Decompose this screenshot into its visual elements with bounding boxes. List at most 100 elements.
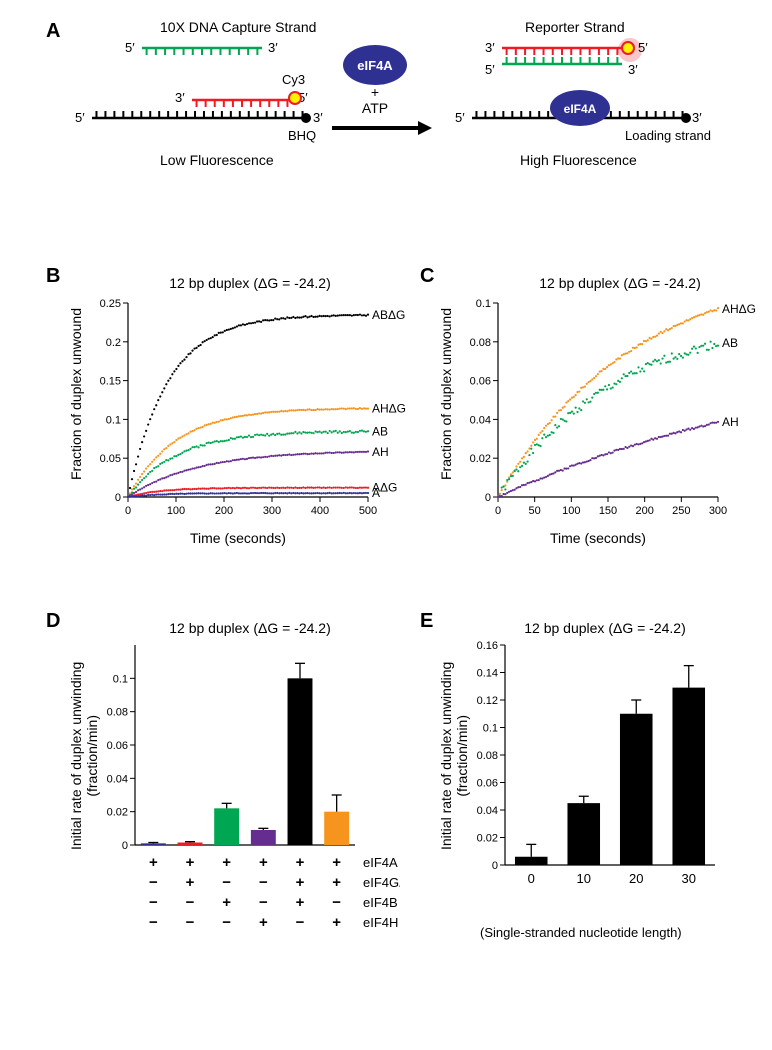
svg-text:5′: 5′ bbox=[638, 40, 648, 55]
svg-text:100: 100 bbox=[167, 505, 185, 517]
svg-text:+: + bbox=[259, 854, 268, 871]
svg-text:150: 150 bbox=[599, 505, 617, 517]
svg-text:30: 30 bbox=[682, 871, 696, 886]
svg-text:High Fluorescence: High Fluorescence bbox=[520, 152, 637, 168]
panel-c-xlabel: Time (seconds) bbox=[550, 530, 646, 546]
svg-text:+: + bbox=[149, 854, 158, 871]
svg-text:0.02: 0.02 bbox=[107, 807, 128, 819]
svg-text:0.08: 0.08 bbox=[477, 750, 498, 762]
svg-text:−: − bbox=[332, 894, 341, 911]
panel-c-chart: 00.020.040.060.080.1050100150200250300AH… bbox=[460, 295, 760, 525]
svg-text:+: + bbox=[332, 914, 341, 931]
panel-b-chart: 00.050.10.150.20.250100200300400500ABΔGA… bbox=[90, 295, 410, 525]
svg-text:3′: 3′ bbox=[268, 40, 278, 55]
svg-text:AHΔG: AHΔG bbox=[722, 302, 756, 316]
svg-text:0.04: 0.04 bbox=[470, 414, 491, 426]
svg-text:eIF4A: eIF4A bbox=[564, 102, 597, 116]
svg-text:+: + bbox=[186, 854, 195, 871]
svg-text:0.1: 0.1 bbox=[113, 673, 128, 685]
panel-d-label: D bbox=[46, 610, 60, 633]
svg-text:Low Fluorescence: Low Fluorescence bbox=[160, 152, 274, 168]
svg-text:0.25: 0.25 bbox=[100, 298, 121, 310]
svg-text:eIF4GΔ: eIF4GΔ bbox=[363, 875, 400, 890]
svg-text:0: 0 bbox=[528, 871, 535, 886]
svg-text:AH: AH bbox=[722, 415, 739, 429]
panel-c-title: 12 bp duplex (ΔG = -24.2) bbox=[480, 275, 760, 291]
svg-text:0.12: 0.12 bbox=[477, 695, 498, 707]
svg-text:+: + bbox=[296, 854, 305, 871]
svg-text:0.06: 0.06 bbox=[470, 376, 491, 388]
svg-text:−: − bbox=[296, 914, 305, 931]
svg-text:+: + bbox=[296, 894, 305, 911]
svg-text:500: 500 bbox=[359, 505, 377, 517]
svg-text:AH: AH bbox=[372, 445, 389, 459]
svg-text:eIF4B: eIF4B bbox=[363, 895, 398, 910]
svg-text:400: 400 bbox=[311, 505, 329, 517]
svg-text:3′: 3′ bbox=[175, 90, 185, 105]
svg-text:+: + bbox=[222, 854, 231, 871]
panel-e-xlabel: (Single-stranded nucleotide length) bbox=[480, 925, 682, 940]
svg-text:+: + bbox=[222, 894, 231, 911]
svg-text:0: 0 bbox=[495, 505, 501, 517]
svg-text:−: − bbox=[259, 894, 268, 911]
svg-text:5′: 5′ bbox=[455, 110, 465, 125]
svg-text:0.1: 0.1 bbox=[483, 723, 498, 735]
svg-text:250: 250 bbox=[672, 505, 690, 517]
svg-text:0: 0 bbox=[125, 505, 131, 517]
svg-text:−: − bbox=[186, 914, 195, 931]
panel-b-title: 12 bp duplex (ΔG = -24.2) bbox=[110, 275, 390, 291]
panel-e-title: 12 bp duplex (ΔG = -24.2) bbox=[465, 620, 745, 636]
svg-text:5′: 5′ bbox=[125, 40, 135, 55]
svg-text:−: − bbox=[149, 914, 158, 931]
panel-a-label: A bbox=[46, 20, 60, 43]
svg-text:−: − bbox=[222, 914, 231, 931]
svg-text:+: + bbox=[371, 84, 379, 100]
panel-e-label: E bbox=[420, 610, 433, 633]
svg-text:3′: 3′ bbox=[485, 40, 495, 55]
svg-text:0: 0 bbox=[485, 492, 491, 504]
svg-text:5′: 5′ bbox=[485, 62, 495, 77]
panel-c-label: C bbox=[420, 265, 434, 288]
panel-a-diagram: 10X DNA Capture Strand5′3′eIF4A+ATP3′5′C… bbox=[70, 20, 720, 220]
svg-text:0.15: 0.15 bbox=[100, 376, 121, 388]
svg-text:0: 0 bbox=[122, 840, 128, 852]
svg-text:300: 300 bbox=[709, 505, 727, 517]
svg-text:eIF4A: eIF4A bbox=[363, 855, 398, 870]
svg-text:AB: AB bbox=[372, 424, 388, 438]
svg-text:−: − bbox=[149, 894, 158, 911]
svg-text:0.06: 0.06 bbox=[107, 740, 128, 752]
svg-text:3′: 3′ bbox=[628, 62, 638, 77]
svg-text:0.14: 0.14 bbox=[477, 668, 498, 680]
svg-text:3′: 3′ bbox=[313, 110, 323, 125]
svg-text:0.05: 0.05 bbox=[100, 453, 121, 465]
svg-text:ATP: ATP bbox=[362, 100, 388, 116]
svg-text:A: A bbox=[372, 486, 380, 500]
svg-text:ABΔG: ABΔG bbox=[372, 308, 405, 322]
svg-text:10X DNA Capture Strand: 10X DNA Capture Strand bbox=[160, 20, 316, 35]
svg-text:0.06: 0.06 bbox=[477, 778, 498, 790]
svg-text:−: − bbox=[149, 874, 158, 891]
svg-text:200: 200 bbox=[215, 505, 233, 517]
svg-text:0.08: 0.08 bbox=[470, 337, 491, 349]
svg-text:eIF4H: eIF4H bbox=[363, 915, 398, 930]
svg-text:10: 10 bbox=[577, 871, 591, 886]
svg-text:AB: AB bbox=[722, 336, 738, 350]
panel-b-ylabel: Fraction of duplex unwound bbox=[68, 308, 84, 480]
panel-c-ylabel: Fraction of duplex unwound bbox=[438, 308, 454, 480]
svg-text:eIF4A: eIF4A bbox=[357, 58, 393, 73]
svg-text:Reporter Strand: Reporter Strand bbox=[525, 20, 625, 35]
svg-text:200: 200 bbox=[635, 505, 653, 517]
svg-text:−: − bbox=[222, 874, 231, 891]
panel-d-chart: 00.020.040.060.080.1++++++eIF4A−+−−++eIF… bbox=[90, 640, 400, 970]
svg-text:0.1: 0.1 bbox=[476, 298, 491, 310]
svg-text:0.08: 0.08 bbox=[107, 707, 128, 719]
svg-text:300: 300 bbox=[263, 505, 281, 517]
svg-text:AHΔG: AHΔG bbox=[372, 401, 406, 415]
svg-text:5′: 5′ bbox=[75, 110, 85, 125]
svg-text:0.2: 0.2 bbox=[106, 337, 121, 349]
panel-b-xlabel: Time (seconds) bbox=[190, 530, 286, 546]
svg-text:0: 0 bbox=[115, 492, 121, 504]
figure-root: A 10X DNA Capture Strand5′3′eIF4A+ATP3′5… bbox=[20, 20, 752, 1030]
svg-text:0.04: 0.04 bbox=[477, 805, 498, 817]
svg-text:20: 20 bbox=[629, 871, 643, 886]
